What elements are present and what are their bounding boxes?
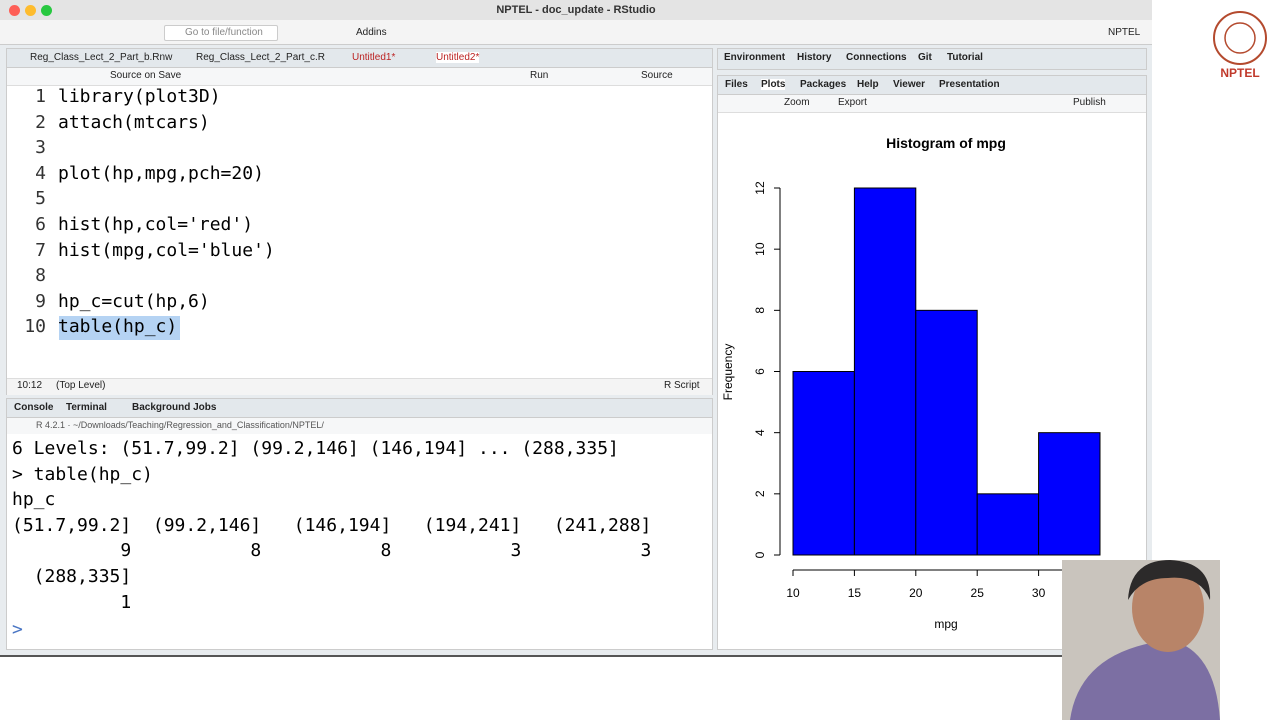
env-tab[interactable]: Tutorial — [947, 52, 983, 63]
console-line: 9 8 8 3 3 — [12, 540, 652, 562]
code-line: hist(mpg,col='blue') — [58, 239, 275, 261]
console-line: (288,335] — [12, 566, 132, 587]
window-title: NPTEL - doc_update - RStudio — [496, 4, 656, 16]
go-to-placeholder: Go to file/function — [185, 27, 263, 38]
code-line: attach(mtcars) — [58, 111, 210, 133]
scope: (Top Level) — [56, 380, 106, 391]
selection — [59, 316, 180, 340]
line-number: 1 — [35, 86, 46, 107]
console-line: 1 — [12, 591, 132, 613]
zoom-button[interactable]: Zoom — [784, 97, 810, 108]
plots-toolbar — [718, 95, 1146, 113]
plots-tab[interactable]: Help — [857, 79, 879, 90]
console-line: (51.7,99.2] (99.2,146] (146,194] (194,24… — [12, 514, 652, 536]
console-line: hp_c — [12, 489, 56, 511]
editor-toolbar — [7, 68, 712, 86]
editor-statusbar — [7, 378, 712, 395]
line-number: 2 — [35, 111, 46, 133]
console-tab[interactable]: Terminal — [66, 402, 107, 413]
editor-tab[interactable]: Reg_Class_Lect_2_Part_c.R — [196, 52, 325, 63]
plots-tab[interactable]: Files — [725, 79, 748, 90]
plots-tab[interactable]: Packages — [800, 79, 847, 90]
line-number: 4 — [35, 162, 46, 184]
cursor-position: 10:12 — [17, 380, 43, 391]
console-tabbar — [7, 399, 712, 418]
console-tab[interactable]: Console — [14, 402, 54, 413]
console-line: 6 Levels: (51.7,99.2] (99.2,146] (146,19… — [12, 438, 619, 459]
logo-text: NPTEL — [1220, 66, 1259, 80]
editor-tab[interactable]: Untitled2* — [436, 52, 480, 63]
plots-pane — [717, 75, 1147, 650]
line-number: 7 — [35, 239, 46, 261]
plots-tab[interactable]: Presentation — [939, 79, 1000, 90]
env-tab[interactable]: History — [797, 52, 832, 63]
go-to-box[interactable] — [164, 25, 278, 41]
console-line: > table(hp_c) — [12, 463, 153, 485]
editor-tabbar — [7, 49, 712, 68]
code-line: hist(hp,col='red') — [58, 214, 254, 235]
editor-tab[interactable]: Reg_Class_Lect_2_Part_b.Rnw — [30, 52, 173, 63]
file-type: R Script — [664, 380, 700, 391]
source-on-save[interactable]: Source on Save — [110, 70, 182, 81]
line-number: 10 — [24, 316, 46, 338]
env-tab[interactable]: Git — [918, 52, 932, 63]
nptel-logo: NPTEL — [1213, 11, 1267, 80]
plots-tabbar — [718, 76, 1146, 95]
code-line: plot(hp,mpg,pch=20) — [58, 162, 264, 184]
main-toolbar: Go to file/function Addins NPTEL — [0, 20, 1152, 45]
run-button[interactable]: Run — [530, 70, 549, 81]
line-number: 9 — [35, 290, 46, 312]
export-button[interactable]: Export — [838, 97, 867, 108]
source-button[interactable]: Source — [641, 70, 673, 81]
env-tab[interactable]: Environment — [724, 52, 786, 63]
console-prompt: > — [12, 619, 23, 640]
addins-menu[interactable]: Addins — [356, 27, 387, 38]
console-path: R 4.2.1 · ~/Downloads/Teaching/Regressio… — [36, 420, 324, 430]
plots-tab[interactable]: Viewer — [893, 79, 926, 90]
editor-pane — [6, 48, 713, 395]
project-menu[interactable]: NPTEL — [1108, 27, 1141, 38]
code-line: library(plot3D) — [58, 86, 221, 107]
code-line: table(hp_c) — [58, 316, 178, 338]
publish-button[interactable]: Publish — [1073, 97, 1106, 108]
rstudio-window: NPTEL - doc_update - RStudio Go to file/… — [0, 0, 1152, 657]
console-pathbar — [7, 418, 712, 434]
editor-tab[interactable]: Untitled1* — [352, 52, 396, 63]
title-bar: NPTEL - doc_update - RStudio — [0, 0, 1152, 20]
line-number: 5 — [35, 188, 46, 210]
minimize-button[interactable] — [25, 5, 36, 16]
env-tab[interactable]: Connections — [846, 52, 907, 63]
plots-tab[interactable]: Plots — [761, 79, 786, 90]
env-pane — [717, 48, 1147, 70]
console-pane — [6, 398, 713, 650]
line-number: 8 — [35, 265, 46, 287]
line-number: 3 — [35, 137, 46, 159]
zoom-button[interactable] — [41, 5, 52, 16]
line-number: 6 — [35, 214, 46, 235]
code-line: hp_c=cut(hp,6) — [58, 290, 210, 312]
close-button[interactable] — [9, 5, 20, 16]
console-tab[interactable]: Background Jobs — [132, 402, 217, 413]
